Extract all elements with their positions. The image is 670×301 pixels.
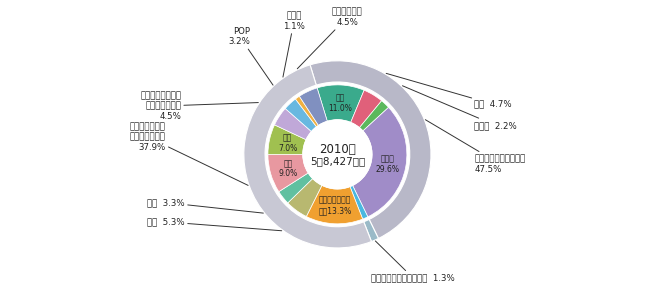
Text: 折込
9.0%: 折込 9.0% (279, 159, 298, 178)
Wedge shape (351, 90, 382, 128)
Wedge shape (244, 65, 371, 248)
Wedge shape (268, 154, 308, 192)
Wedge shape (268, 125, 306, 154)
Text: テレビ
29.6%: テレビ 29.6% (376, 154, 399, 174)
Wedge shape (285, 99, 316, 132)
Text: 新聞
11.0%: 新聞 11.0% (328, 94, 352, 113)
Text: 電話帳
1.1%: 電話帳 1.1% (283, 11, 305, 77)
Text: ＤＭ
7.0%: ＤＭ 7.0% (278, 134, 297, 153)
Wedge shape (350, 186, 368, 219)
Circle shape (303, 120, 372, 189)
Text: プロモーション
メディア広告費
37.9%: プロモーション メディア広告費 37.9% (130, 122, 248, 185)
Wedge shape (295, 96, 318, 127)
Wedge shape (306, 185, 362, 224)
Text: 2010年: 2010年 (319, 143, 356, 156)
Wedge shape (310, 61, 431, 238)
Text: インターネット
広告13.3%: インターネット 広告13.3% (318, 196, 352, 215)
Text: マスコミ四媒体広告費
47.5%: マスコミ四媒体広告費 47.5% (425, 120, 526, 174)
Wedge shape (364, 219, 379, 241)
Text: POP
3.2%: POP 3.2% (228, 27, 273, 85)
Wedge shape (360, 101, 389, 131)
Text: 雑誌  4.7%: 雑誌 4.7% (386, 73, 512, 109)
Wedge shape (299, 88, 327, 125)
Wedge shape (317, 85, 364, 122)
Text: 5兆8,427億円: 5兆8,427億円 (310, 156, 365, 166)
Text: 展示・映像他
4.5%: 展示・映像他 4.5% (297, 8, 362, 69)
Text: 衛星メディア関連広告費  1.3%: 衛星メディア関連広告費 1.3% (371, 241, 455, 282)
Wedge shape (275, 108, 312, 140)
Wedge shape (287, 178, 322, 216)
Text: 屋外  5.3%: 屋外 5.3% (147, 217, 281, 231)
Text: ラジオ  2.2%: ラジオ 2.2% (403, 86, 517, 130)
Text: フリーペーパー・
フリーマガジン
4.5%: フリーペーパー・ フリーマガジン 4.5% (140, 91, 259, 121)
Text: 交通  3.3%: 交通 3.3% (147, 198, 263, 213)
Wedge shape (352, 107, 407, 217)
Wedge shape (279, 173, 313, 203)
